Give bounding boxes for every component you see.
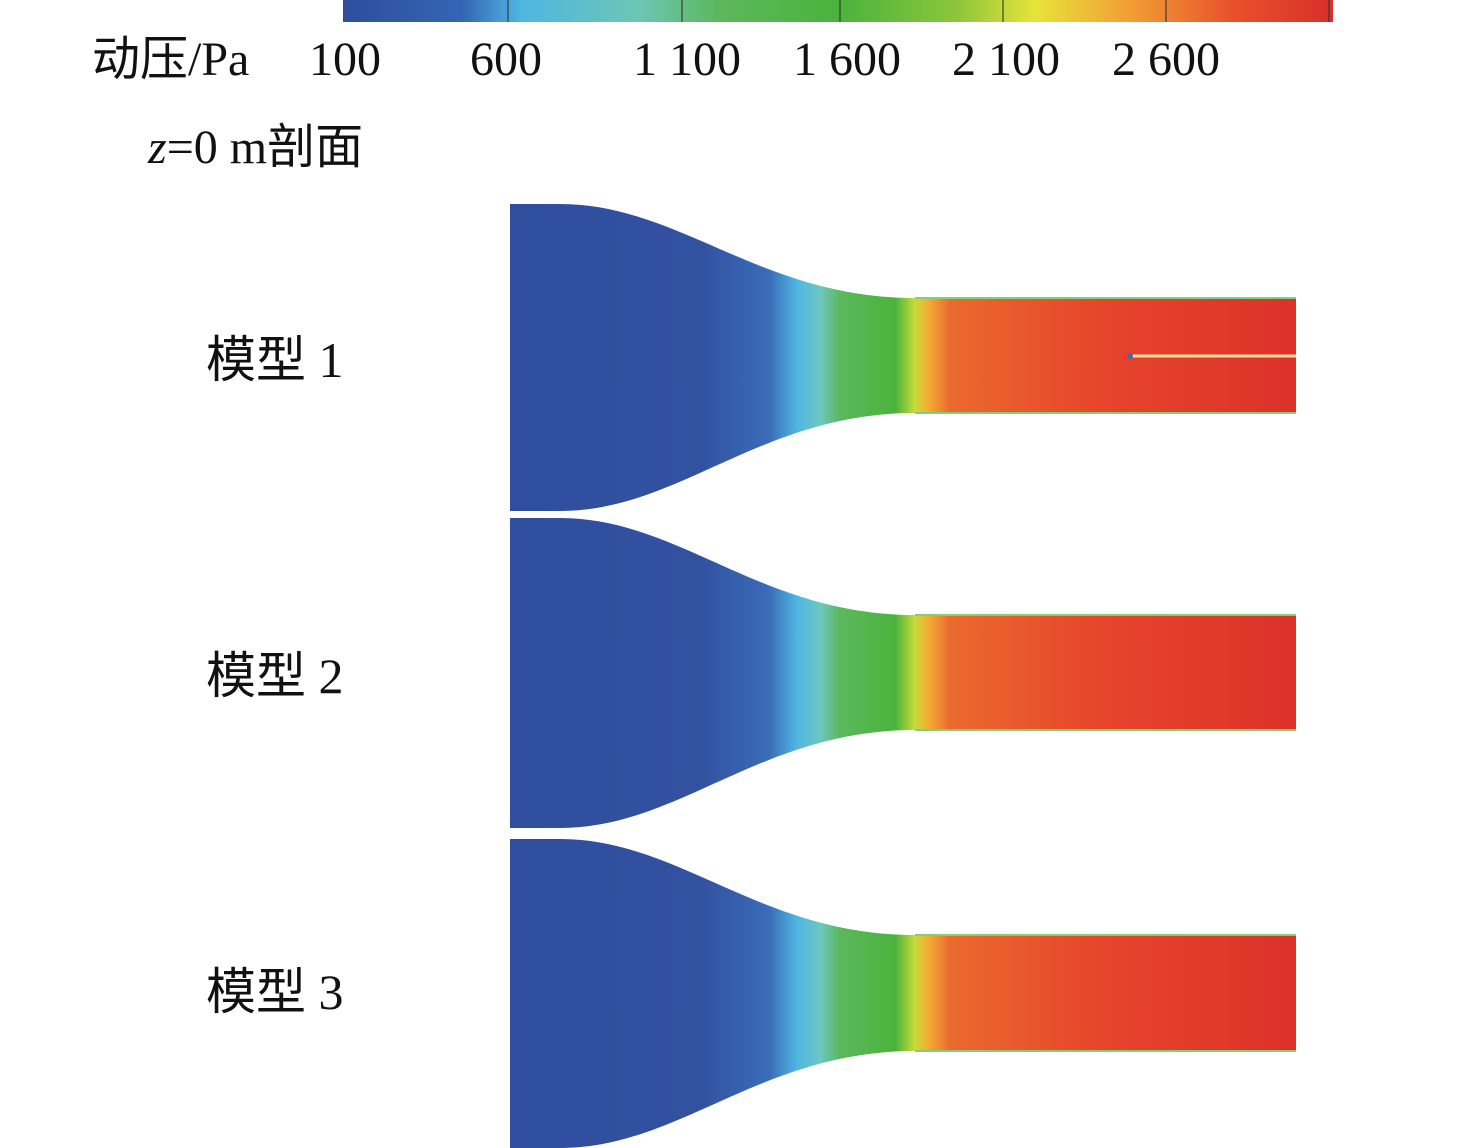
section-text: =0 m剖面 [166,121,364,174]
colorbar-tick: 1 600 [793,33,901,86]
section-variable: z [148,121,167,174]
model-label-3: 模型 3 [206,964,344,1020]
model-label-2: 模型 2 [206,648,344,704]
colorbar-tick: 2 100 [952,33,1060,86]
colorbar-tick: 1 100 [633,33,741,86]
colorbar-gradient [343,0,1333,22]
nozzle-model-1 [510,204,1296,511]
colorbar-tick: 600 [470,33,542,86]
nozzle-model-3 [510,839,1296,1148]
colorbar [343,0,1333,24]
colorbar-title: 动压/Pa [92,33,250,86]
colorbar-tick: 2 600 [1112,33,1220,86]
nozzle-model-2 [510,518,1296,828]
colorbar-tick: 100 [309,33,381,86]
section-label: z=0 m剖面 [148,118,363,178]
model-label-1: 模型 1 [206,332,344,388]
